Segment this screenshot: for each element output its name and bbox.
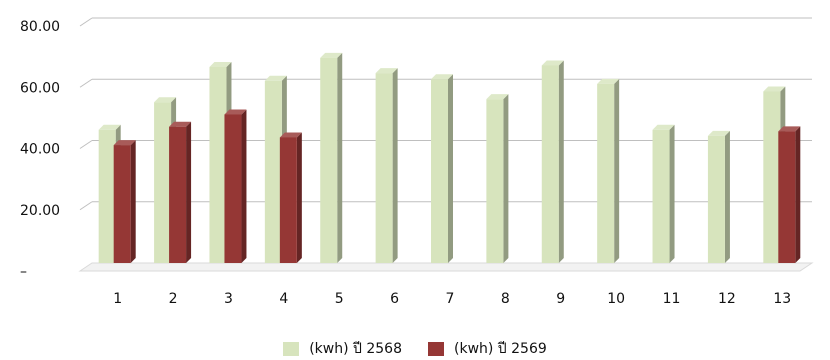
gridline-diagonal: [79, 17, 93, 27]
bar-side: [558, 60, 564, 263]
bar-top: [541, 60, 564, 66]
bar-top: [707, 130, 730, 136]
x-tick-label: 5: [335, 291, 344, 307]
bar-front: [375, 73, 393, 263]
bar-top: [154, 97, 177, 103]
bar-front: [98, 129, 116, 263]
bar-front: [597, 83, 615, 263]
bar-front: [113, 145, 131, 263]
y-tick-label: –: [20, 264, 27, 280]
bar-side: [241, 109, 247, 263]
bar-top: [209, 62, 232, 67]
bar-front: [707, 135, 725, 263]
bar-front: [778, 131, 796, 263]
bar-side: [130, 140, 136, 263]
bar-front: [154, 102, 172, 263]
bar-side: [669, 124, 675, 263]
y-tick-label: 60.00: [20, 80, 60, 96]
gridline-diagonal: [79, 78, 93, 88]
legend-item-2568: (kwh) ปี 2568: [283, 338, 402, 360]
bar-top: [169, 121, 192, 127]
bar-side: [724, 130, 730, 263]
bar-front: [763, 91, 781, 263]
bar-top: [320, 52, 343, 58]
bar-top: [375, 68, 398, 74]
bar-top: [98, 124, 121, 130]
gridline-diagonal: [79, 201, 93, 211]
chart-legend: (kwh) ปี 2568 (kwh) ปี 2569: [0, 338, 830, 360]
bar-front: [169, 126, 187, 263]
bar-side: [614, 78, 620, 263]
bar-front: [431, 79, 448, 263]
bar: [431, 74, 453, 263]
bar: [541, 60, 564, 263]
bar: [279, 132, 302, 263]
bar-front: [652, 129, 670, 263]
x-tick-label: 10: [607, 291, 625, 307]
legend-swatch-2568: [283, 342, 300, 356]
bar-side: [296, 132, 302, 263]
bar-front: [486, 99, 504, 263]
bar-top: [763, 86, 786, 92]
bar-front: [209, 67, 227, 263]
x-tick-label: 4: [279, 291, 288, 307]
y-tick-label: 20.00: [20, 203, 60, 219]
x-tick-label: 6: [390, 291, 399, 307]
y-tick-label: 80.00: [20, 19, 60, 35]
x-tick-label: 2: [169, 291, 178, 307]
bar-front: [224, 114, 242, 263]
bar-top: [652, 124, 675, 130]
x-tick-label: 3: [224, 291, 233, 307]
bar-front: [320, 57, 338, 263]
chart-floor: [78, 262, 814, 272]
gridline-diagonal: [79, 140, 93, 149]
bar-top: [113, 140, 136, 146]
bar-side: [186, 121, 192, 263]
bar-side: [448, 74, 453, 263]
legend-label-2568: (kwh) ปี 2568: [309, 341, 402, 357]
x-tick-label: 1: [113, 291, 122, 307]
bar: [652, 124, 675, 263]
bar: [486, 94, 509, 263]
legend-swatch-2569: [428, 342, 444, 356]
bar-side: [503, 94, 509, 263]
x-tick-label: 11: [663, 291, 681, 307]
legend-label-2569: (kwh) ปี 2569: [454, 341, 547, 357]
bar: [375, 68, 398, 263]
bar-front: [541, 65, 559, 263]
bar-top: [279, 132, 302, 138]
legend-item-2569: (kwh) ปี 2569: [428, 338, 547, 360]
x-tick-label: 12: [718, 291, 736, 307]
bar: [113, 140, 136, 263]
bar-side: [392, 68, 398, 263]
bar-front: [279, 137, 297, 263]
bar: [597, 78, 620, 263]
bar-side: [795, 126, 801, 263]
bar-top: [778, 126, 801, 132]
bar: [169, 121, 192, 263]
y-tick-label: 40.00: [20, 142, 60, 158]
bar-top: [224, 109, 247, 115]
bar-top: [597, 78, 620, 84]
bar: [707, 130, 730, 263]
x-tick-label: 7: [446, 291, 455, 307]
x-tick-label: 13: [773, 291, 791, 307]
bar-front: [264, 80, 282, 263]
bar-side: [337, 52, 343, 263]
x-tick-label: 8: [501, 291, 510, 307]
bar-top: [431, 74, 453, 80]
bar: [224, 109, 247, 263]
bar-top: [486, 94, 509, 100]
bar: [778, 126, 801, 263]
x-tick-label: 9: [556, 291, 565, 307]
bar: [320, 52, 343, 263]
bar-top: [264, 75, 287, 81]
